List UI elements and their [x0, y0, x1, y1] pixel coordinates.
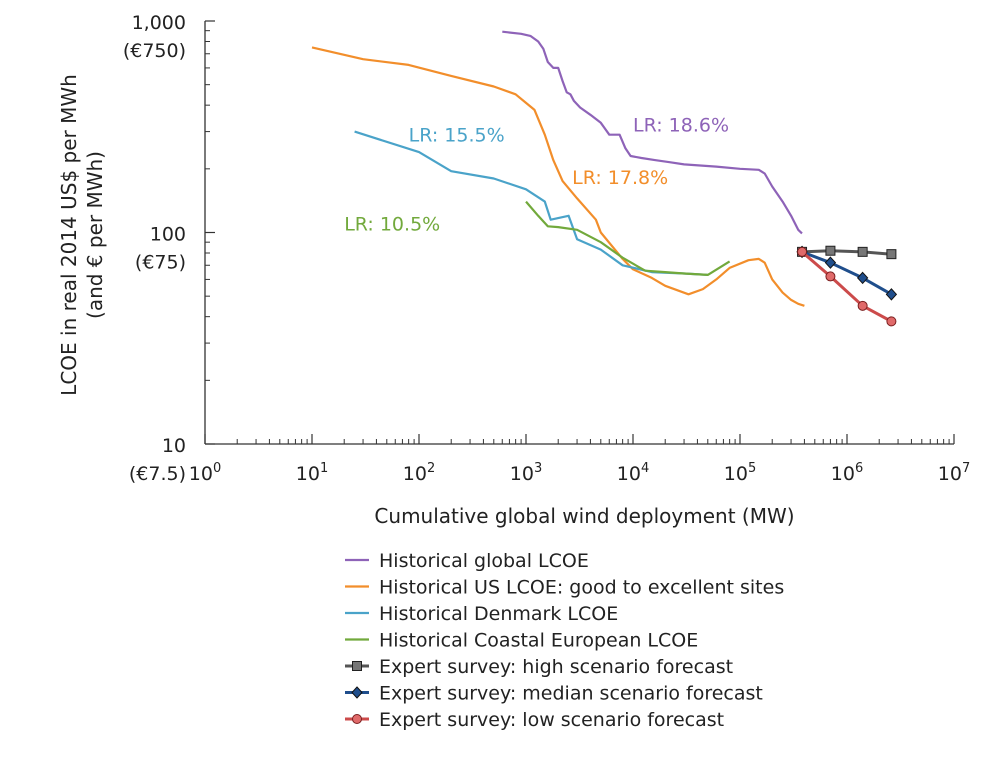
legend-label-6: Expert survey: median scenario forecast — [379, 683, 763, 705]
x-tick-base: 10 — [724, 463, 748, 485]
x-tick-exponent: 3 — [534, 461, 542, 476]
x-axis-label: Cumulative global wind deployment (MW) — [374, 504, 794, 528]
lr-annotation-2: LR: 15.5% — [409, 124, 505, 146]
x-tick-base: 10 — [510, 463, 534, 485]
series-line-6 — [801, 250, 893, 296]
x-tick-label: 103 — [510, 461, 542, 485]
legend-label-1: Historical global LCOE — [379, 550, 589, 572]
series-5-marker — [825, 245, 836, 256]
y-tick-label: 100 — [150, 224, 186, 246]
series-5-marker — [857, 246, 868, 257]
series-6-marker — [856, 271, 869, 285]
y-tick-sublabel: (€750) — [123, 40, 186, 62]
legend-label-2: Historical US LCOE: good to excellent si… — [379, 577, 784, 599]
lr-annotation-3: LR: 17.8% — [572, 167, 668, 189]
y-tick-label: 10 — [162, 435, 186, 457]
x-tick-exponent: 4 — [641, 461, 649, 476]
series-line-4 — [525, 200, 731, 276]
lr-annotation-4: LR: 10.5% — [344, 214, 440, 236]
series-5-marker — [886, 249, 897, 260]
y-tick-sublabel: (€75) — [135, 252, 186, 274]
x-tick-label: 104 — [617, 461, 649, 485]
x-tick-exponent: 1 — [320, 461, 328, 476]
legend-marker-5 — [352, 661, 362, 671]
legend-label-7: Expert survey: low scenario forecast — [379, 709, 724, 731]
series-line-1 — [502, 30, 803, 235]
x-tick-exponent: 6 — [855, 461, 863, 476]
series-7-marker — [797, 246, 808, 257]
series-line-3 — [354, 130, 708, 276]
series-7-marker — [825, 271, 836, 282]
x-tick-base: 10 — [617, 463, 641, 485]
x-tick-base: 10 — [189, 463, 213, 485]
y-tick-sublabel: (€7.5) — [129, 463, 186, 485]
x-tick-base: 10 — [296, 463, 320, 485]
x-tick-label: 101 — [296, 461, 328, 485]
series-6-marker — [885, 288, 898, 301]
x-tick-label: 102 — [403, 461, 435, 485]
series-line-7 — [801, 250, 893, 323]
y-axis-label-line2: (and € per MWh) — [83, 151, 107, 319]
x-tick-exponent: 0 — [213, 461, 221, 476]
series-line-5 — [801, 249, 892, 256]
x-tick-exponent: 2 — [427, 461, 435, 476]
series-7-marker — [886, 316, 897, 327]
x-tick-exponent: 7 — [962, 461, 970, 476]
x-tick-label: 100 — [189, 461, 221, 485]
x-tick-label: 106 — [831, 461, 863, 485]
lr-annotation-1: LR: 18.6% — [633, 115, 729, 137]
x-tick-label: 105 — [724, 461, 756, 485]
x-tick-base: 10 — [938, 463, 962, 485]
x-tick-exponent: 5 — [748, 461, 756, 476]
series-line-2 — [311, 46, 805, 307]
x-tick-base: 10 — [831, 463, 855, 485]
legend-label-3: Historical Denmark LCOE — [379, 603, 618, 625]
legend-marker-6 — [351, 686, 363, 699]
y-tick-label: 1,000 — [132, 12, 186, 34]
y-axis-label-line1: LCOE in real 2014 US$ per MWh — [57, 74, 81, 396]
x-tick-base: 10 — [403, 463, 427, 485]
series-6-marker — [824, 256, 837, 269]
legend-marker-7 — [352, 714, 362, 724]
x-tick-label: 107 — [938, 461, 970, 485]
legend-label-5: Expert survey: high scenario forecast — [379, 656, 733, 678]
series-7-marker — [857, 300, 868, 311]
legend-label-4: Historical Coastal European LCOE — [379, 630, 698, 652]
